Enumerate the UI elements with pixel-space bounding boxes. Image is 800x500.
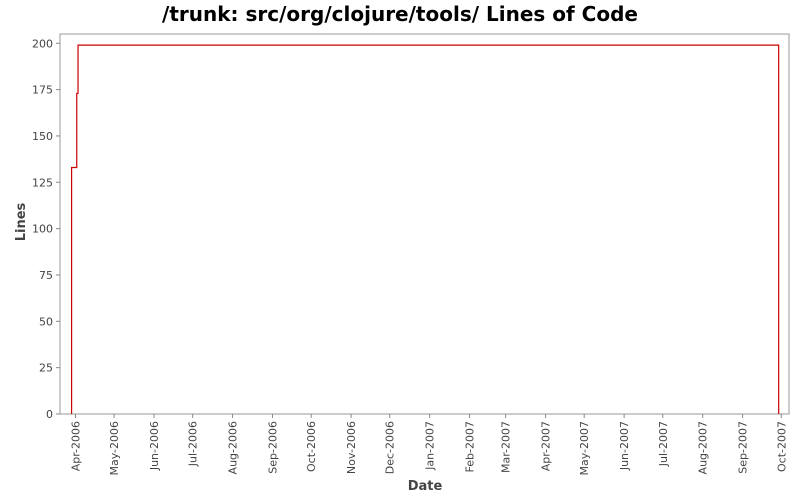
x-tick-label: Mar-2007 [500,421,513,473]
y-tick-label: 0 [46,408,53,421]
x-tick-label: Oct-2007 [775,421,788,472]
x-axis: Apr-2006 May-2006 Jun-2006 Jul-2006 Aug-2006… [69,414,788,476]
x-tick-label: Aug-2006 [227,421,240,474]
series-layer [70,44,780,414]
x-tick-label: Jan-2007 [424,421,437,471]
x-tick-label: Apr-2006 [69,421,82,471]
x-tick-label: May-2006 [108,421,121,476]
x-tick-label: Aug-2007 [697,421,710,474]
y-tick-label: 75 [39,269,53,282]
x-tick-label: Sep-2007 [737,421,750,474]
x-tick-label: Nov-2006 [345,421,358,474]
x-tick-label: Jun-2007 [618,421,631,471]
x-tick-label: Feb-2007 [464,421,477,472]
x-tick-label: Apr-2007 [540,421,553,471]
x-tick-label: Dec-2006 [384,421,397,474]
x-axis-title: Date [408,479,443,494]
x-tick-label: May-2007 [578,421,591,476]
plot-area [59,33,790,415]
y-tick-label: 150 [32,130,53,143]
chart-title: /trunk: src/org/clojure/tools/ Lines of … [162,2,638,26]
y-tick-label: 25 [39,362,53,375]
y-axis: 0 25 50 75 100 125 150 175 200 [32,37,60,421]
series-line [70,44,780,414]
x-tick-label: Jul-2007 [657,421,670,467]
y-tick-label: 200 [32,37,53,50]
x-tick-label: Oct-2006 [305,421,318,472]
y-axis-title: Lines [14,202,29,241]
x-tick-label: Sep-2006 [267,421,280,474]
y-tick-label: 100 [32,223,53,236]
y-tick-label: 175 [32,84,53,97]
y-tick-label: 125 [32,176,53,189]
x-tick-label: Jun-2006 [148,421,161,471]
x-tick-label: Jul-2006 [187,421,200,467]
y-tick-label: 50 [39,315,53,328]
